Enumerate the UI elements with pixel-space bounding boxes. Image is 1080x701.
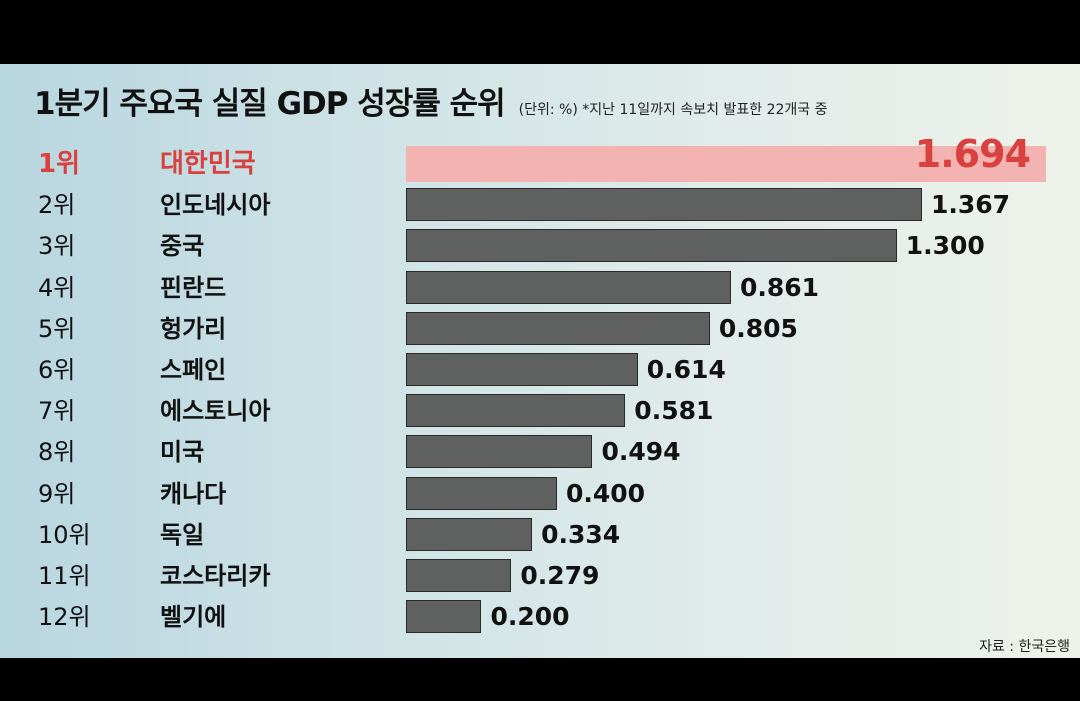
bar-row: 7위 에스토니아 0.581 [0,393,1080,431]
bar-row: 2위 인도네시아 1.367 [0,187,1080,225]
bar-row: 8위 미국 0.494 [0,434,1080,472]
bar-row: 3위 중국 1.300 [0,228,1080,266]
value-label: 0.200 [490,602,570,632]
rank-label: 4위 [38,273,76,302]
value-label: 0.334 [541,519,621,549]
bar-row: 9위 캐나다 0.400 [0,476,1080,514]
bar [406,311,710,345]
rank-label: 1위 [38,149,81,179]
country-label: 핀란드 [160,273,227,302]
chart-panel: 1분기 주요국 실질 GDP 성장률 순위 (단위: %) *지난 11일까지 … [0,64,1080,658]
country-label: 대한민국 [160,149,256,179]
value-label: 0.805 [718,313,798,343]
bar [406,517,533,551]
bar-row: 11위 코스타리카 0.279 [0,558,1080,596]
chart-header: 1분기 주요국 실질 GDP 성장률 순위 (단위: %) *지난 11일까지 … [34,78,827,123]
value-label: 0.400 [565,478,646,508]
source-note: 자료 : 한국은행 [979,639,1070,655]
country-label: 인도네시아 [160,191,271,220]
bar-row: 1위 대한민국 1.694 [0,135,1080,184]
country-label: 독일 [160,520,205,549]
letterbox-top [0,0,1080,64]
rank-label: 12위 [38,603,91,632]
bar [406,394,626,428]
bar [406,270,731,304]
country-label: 중국 [160,232,205,261]
rank-label: 5위 [38,314,76,343]
value-label: 0.494 [601,437,681,467]
rank-label: 2위 [38,191,76,220]
rank-label: 3위 [38,232,76,261]
bar [406,353,638,386]
country-label: 코스타리카 [160,562,271,590]
country-label: 스페인 [160,356,227,384]
bar-row: 10위 독일 0.334 [0,517,1080,555]
value-label: 1.694 [914,132,1031,176]
value-label: 0.279 [520,561,600,590]
bar-row: 6위 스페인 0.614 [0,352,1080,390]
rank-label: 10위 [38,520,91,549]
rank-label: 11위 [38,562,91,590]
value-label: 0.614 [646,355,726,384]
bar [406,229,897,263]
bar-row: 12위 벨기에 0.200 [0,599,1080,637]
country-label: 에스토니아 [160,397,271,426]
bar [406,559,512,592]
bar [406,600,482,634]
value-label: 0.861 [740,272,820,302]
bar [406,476,557,510]
chart-title: 1분기 주요국 실질 GDP 성장률 순위 [34,86,506,122]
country-label: 미국 [160,438,205,467]
bar [406,146,1046,182]
bar [406,435,593,469]
rank-label: 9위 [38,479,76,508]
rank-label: 7위 [38,397,76,426]
bar-row: 5위 헝가리 0.805 [0,311,1080,349]
value-label: 1.367 [931,190,1011,220]
letterbox-bottom [0,658,1080,701]
value-label: 0.581 [634,396,714,426]
rank-label: 8위 [38,438,76,467]
country-label: 캐나다 [160,479,227,508]
country-label: 벨기에 [160,603,227,632]
bar [406,188,922,222]
country-label: 헝가리 [160,314,227,343]
chart-subtitle: (단위: %) *지난 11일까지 속보치 발표한 22개국 중 [518,102,828,118]
rank-label: 6위 [38,356,76,384]
bar-row: 4위 핀란드 0.861 [0,270,1080,308]
value-label: 1.300 [905,231,985,261]
